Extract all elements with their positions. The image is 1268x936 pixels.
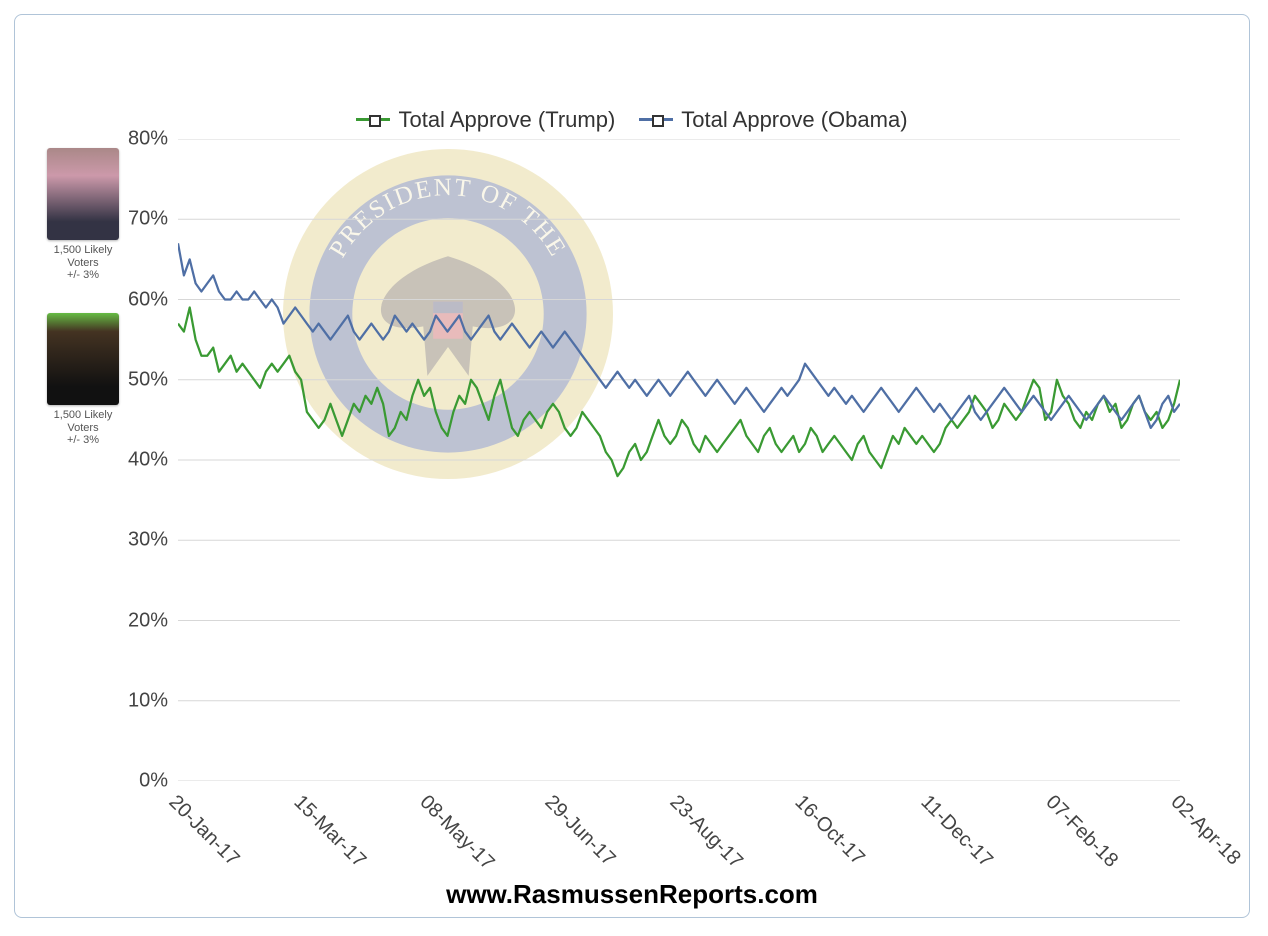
x-tick-label: 15-Mar-17 [289, 791, 371, 873]
y-tick-label: 40% [108, 449, 168, 472]
x-tick-label: 08-May-17 [414, 791, 498, 875]
series-line [178, 308, 1180, 477]
y-tick-label: 70% [108, 208, 168, 231]
y-tick-label: 30% [108, 529, 168, 552]
legend-item: Total Approve (Trump) [356, 107, 615, 133]
y-tick-label: 50% [108, 368, 168, 391]
legend-label: Total Approve (Trump) [398, 107, 615, 133]
y-tick-label: 60% [108, 288, 168, 311]
legend-label: Total Approve (Obama) [681, 107, 907, 133]
y-tick-label: 20% [108, 609, 168, 632]
x-tick-label: 29-Jun-17 [539, 791, 619, 871]
y-tick-label: 10% [108, 689, 168, 712]
source-label: www.RasmussenReports.com [15, 879, 1249, 910]
x-tick-label: 11-Dec-17 [915, 791, 996, 872]
x-tick-label: 16-Oct-17 [790, 791, 869, 870]
x-tick-label: 23-Aug-17 [665, 791, 747, 873]
series-line [178, 243, 1180, 428]
x-tick-label: 02-Apr-18 [1166, 791, 1245, 870]
y-tick-label: 0% [108, 770, 168, 793]
legend-swatch-icon [356, 118, 390, 121]
legend-item: Total Approve (Obama) [639, 107, 907, 133]
avatar-caption: 1,500 LikelyVoters+/- 3% [35, 409, 131, 447]
x-tick-label: 07-Feb-18 [1040, 791, 1122, 873]
chart-frame: PRESIDENT OF THE Total Approve (Trump)To… [14, 14, 1250, 918]
legend-swatch-icon [639, 118, 673, 121]
plot-area [178, 139, 1180, 781]
x-tick-label: 20-Jan-17 [164, 791, 244, 871]
legend: Total Approve (Trump) Total Approve (Obam… [15, 101, 1249, 133]
y-tick-label: 80% [108, 128, 168, 151]
avatar-caption: 1,500 LikelyVoters+/- 3% [35, 244, 131, 282]
